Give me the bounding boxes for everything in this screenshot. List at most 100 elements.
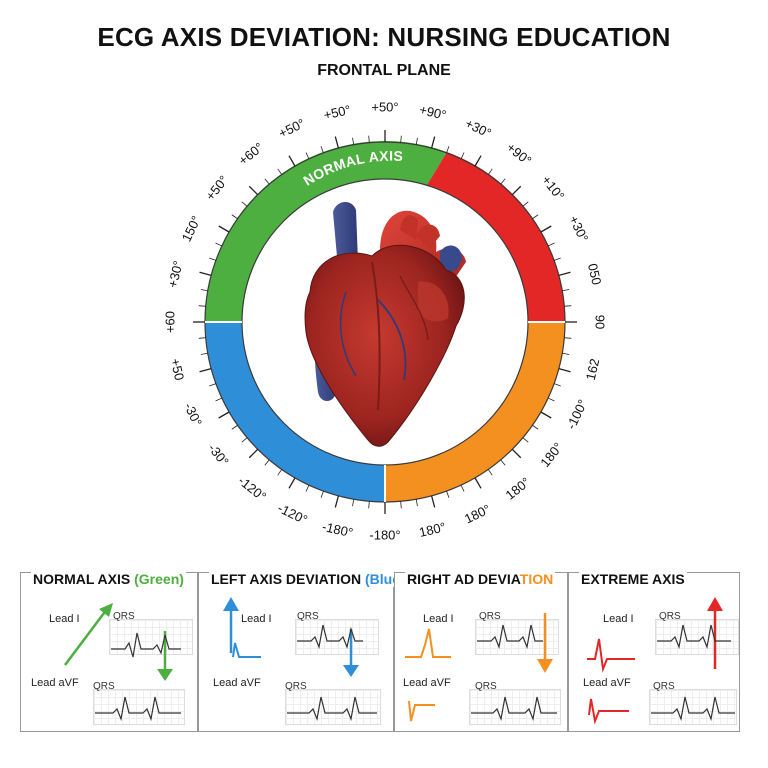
panel-title: EXTREME AXIS <box>579 571 687 587</box>
panel-graphic <box>405 613 557 722</box>
tick-label: +60 <box>162 311 177 333</box>
tick-mark <box>540 225 552 233</box>
panel-graphic <box>223 597 377 722</box>
lead-avf-label: Lead aVF <box>31 677 79 689</box>
tick-mark <box>474 477 482 489</box>
right-axis-deviation-arc <box>385 322 565 502</box>
tick-label: -30° <box>181 400 205 428</box>
qrs-label-bottom: QRS <box>285 681 307 692</box>
qrs-strip-bottom <box>649 689 737 725</box>
tick-label: 90 <box>593 315 608 329</box>
qrs-label-top: QRS <box>113 611 135 622</box>
tick-mark <box>248 185 259 196</box>
tick-mark <box>558 271 571 277</box>
tick-mark <box>511 185 522 196</box>
tick-mark <box>562 352 570 355</box>
axis-wheel: NORMAL AXIS EXTREME AXIS +50° +90°+30°+90… <box>162 99 608 542</box>
tick-label: 150° <box>179 213 204 244</box>
tick-label: +50° <box>371 99 398 114</box>
tick-label: +50° <box>202 173 231 204</box>
tick-mark <box>511 448 522 459</box>
tick-label: -180° <box>321 519 355 541</box>
tick-mark <box>554 383 561 387</box>
qrs-strip-bottom <box>93 689 185 725</box>
tick-label: +50° <box>322 102 352 123</box>
tick-mark <box>231 424 238 430</box>
tick-label: 050 <box>585 262 604 286</box>
qrs-label-top: QRS <box>659 611 681 622</box>
tick-mark <box>209 257 216 261</box>
panel-graphic <box>64 603 181 722</box>
tick-mark <box>334 495 340 508</box>
tick-mark <box>446 491 450 498</box>
tick-label: 180° <box>503 474 533 502</box>
tick-mark <box>200 289 208 292</box>
tick-label: 180° <box>537 440 565 470</box>
tick-mark <box>564 305 572 307</box>
lead-i-label: Lead I <box>603 613 634 625</box>
tick-mark <box>218 225 230 233</box>
tick-label: +30° <box>566 213 591 244</box>
tick-mark <box>547 242 555 247</box>
tick-mark <box>415 137 418 145</box>
qrs-label-bottom: QRS <box>475 681 497 692</box>
qrs-label-top: QRS <box>297 611 319 622</box>
tick-mark <box>368 135 370 143</box>
qrs-strip-bottom <box>469 689 561 725</box>
tick-label: +60° <box>236 139 267 168</box>
tick-label: 180° <box>418 519 448 540</box>
panel-normal-axis: NORMAL AXIS (Green) Lead I Lead aVF QRS … <box>20 571 198 732</box>
tick-mark <box>532 424 539 430</box>
tick-mark <box>198 337 206 339</box>
tick-label: +10° <box>539 173 568 204</box>
tick-mark <box>554 257 561 261</box>
panel-right-axis-deviation: RIGHT AD DEVIATION Lead I Lead aVF QRS Q… <box>394 571 568 732</box>
qrs-strip-top <box>295 619 379 655</box>
tick-mark <box>487 469 493 476</box>
axis-arrow-head <box>99 603 113 617</box>
tick-mark <box>522 437 529 443</box>
qrs-strip-top <box>109 619 193 655</box>
tick-mark <box>400 501 402 509</box>
tick-label: -100° <box>563 397 590 432</box>
tick-mark <box>352 137 355 145</box>
tick-mark <box>500 178 506 185</box>
tick-label: 180° <box>462 501 493 526</box>
lead-avf-label: Lead aVF <box>213 677 261 689</box>
heart-illustration <box>304 201 466 447</box>
lead-i-label: Lead I <box>423 613 454 625</box>
tick-mark <box>368 501 370 509</box>
tick-mark <box>264 178 270 185</box>
tick-mark <box>334 136 340 149</box>
qrs-label-top: QRS <box>479 611 501 622</box>
tick-label: +50 <box>168 357 188 382</box>
tick-mark <box>288 155 296 167</box>
tick-mark <box>352 499 355 507</box>
tick-mark <box>277 168 283 175</box>
panel-left-axis-deviation: LEFT AXIS DEVIATION (Blue) Lead I Lead a… <box>198 571 407 732</box>
tick-mark <box>198 305 206 307</box>
tick-marks <box>193 130 577 514</box>
lead-avf-label: Lead aVF <box>583 677 631 689</box>
tick-mark <box>460 484 465 492</box>
tick-mark <box>305 152 310 160</box>
lead-i-label: Lead I <box>241 613 272 625</box>
panel-extreme-axis: EXTREME AXIS Lead I Lead aVF QRS QRS <box>568 571 740 732</box>
tick-mark <box>562 289 570 292</box>
tick-label: +90° <box>418 102 448 123</box>
tick-mark <box>241 437 248 443</box>
tick-mark <box>430 495 436 508</box>
tick-mark <box>558 367 571 373</box>
tick-mark <box>430 136 436 149</box>
tick-mark <box>199 367 212 373</box>
tick-mark <box>522 201 529 207</box>
page-title: ECG AXIS DEVIATION: NURSING EDUCATION <box>97 22 671 52</box>
tick-mark <box>460 152 465 160</box>
tick-mark <box>500 459 506 466</box>
tick-mark <box>277 469 283 476</box>
tick-mark <box>540 411 552 419</box>
tick-label: +30° <box>165 259 186 289</box>
tick-label: -120° <box>235 473 269 504</box>
tick-mark <box>215 242 223 247</box>
qrs-label-bottom: QRS <box>653 681 675 692</box>
